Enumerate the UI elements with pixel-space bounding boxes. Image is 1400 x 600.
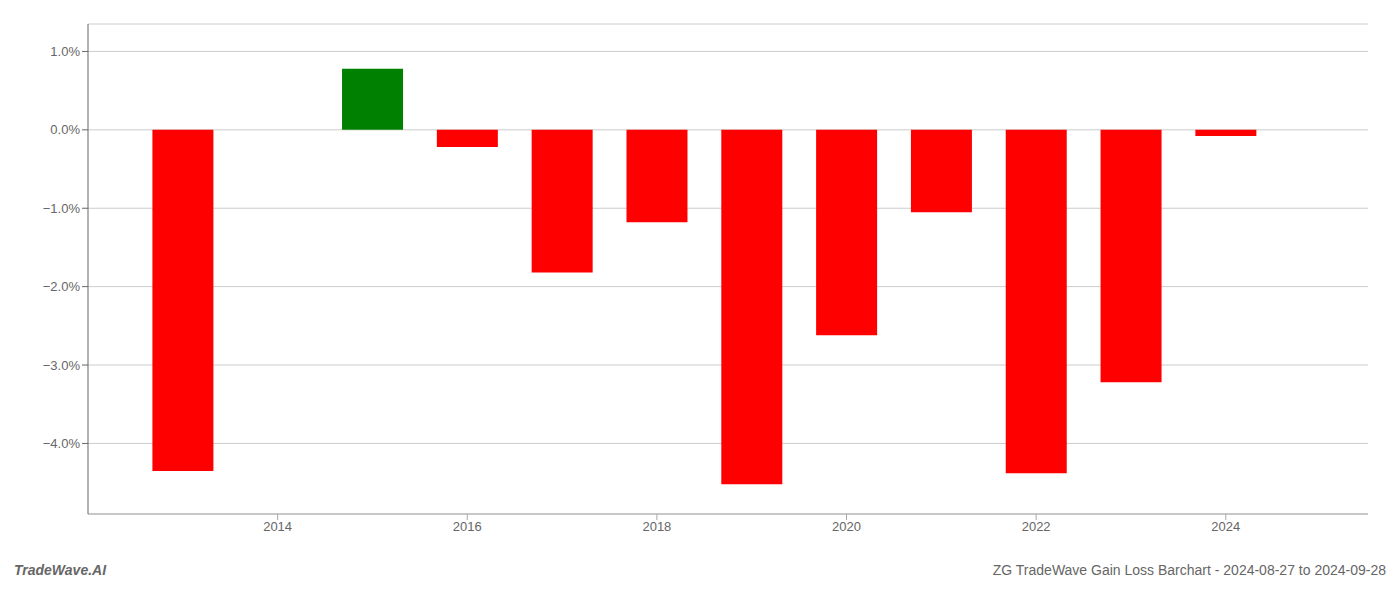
svg-text:2018: 2018: [642, 519, 671, 534]
svg-text:2024: 2024: [1211, 519, 1240, 534]
svg-text:1.0%: 1.0%: [50, 44, 80, 59]
svg-text:2020: 2020: [832, 519, 861, 534]
svg-text:2022: 2022: [1022, 519, 1051, 534]
svg-text:0.0%: 0.0%: [50, 122, 80, 137]
svg-text:2016: 2016: [453, 519, 482, 534]
svg-text:−4.0%: −4.0%: [43, 436, 81, 451]
svg-text:−2.0%: −2.0%: [43, 279, 81, 294]
svg-text:2014: 2014: [263, 519, 292, 534]
html-text:ZG TradeWave Gain Loss Barchar: ZG TradeWave Gain Loss Barchart - 2024-0…: [992, 562, 1386, 578]
svg-text:−1.0%: −1.0%: [43, 201, 81, 216]
svg-text:−3.0%: −3.0%: [43, 358, 81, 373]
html-text:TradeWave.AI: TradeWave.AI: [14, 562, 107, 578]
